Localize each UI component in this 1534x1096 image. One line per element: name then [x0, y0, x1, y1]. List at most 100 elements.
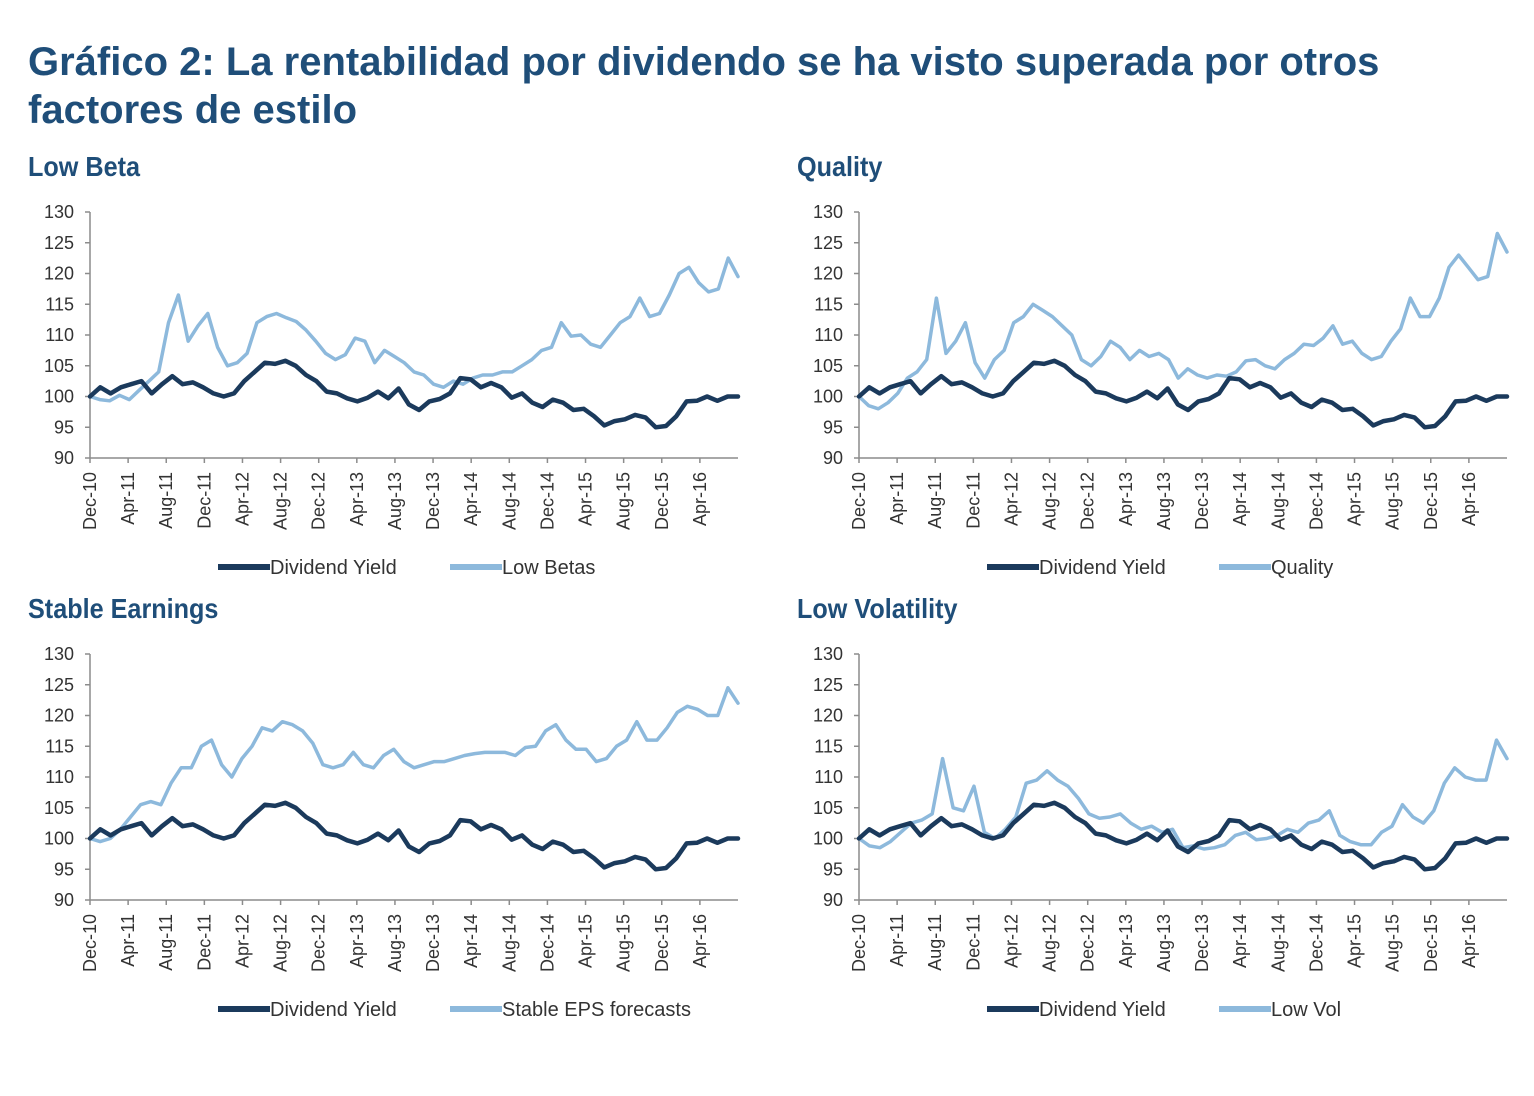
x-tick-label: Apr-12 — [232, 472, 252, 526]
series-line-dividend-yield — [87, 800, 741, 872]
x-tick-label: Aug-13 — [1154, 472, 1174, 530]
x-tick-label: Apr-13 — [1116, 914, 1136, 968]
y-tick-label: 125 — [44, 233, 74, 253]
x-tick-label: Dec-12 — [309, 472, 329, 530]
x-tick-label: Dec-13 — [1192, 472, 1212, 530]
legend-label: Dividend Yield — [270, 557, 397, 579]
x-tick-label: Apr-15 — [1345, 914, 1365, 968]
y-tick-label: 90 — [823, 448, 843, 468]
x-tick-label: Dec-12 — [1078, 472, 1098, 530]
x-tick-label: Aug-15 — [614, 472, 634, 530]
x-tick-label: Aug-15 — [1383, 472, 1403, 530]
x-tick-label: Apr-12 — [1001, 472, 1021, 526]
x-tick-label: Apr-15 — [576, 472, 596, 526]
y-tick-label: 130 — [44, 644, 74, 664]
x-tick-label: Aug-14 — [499, 914, 519, 972]
y-tick-label: 90 — [54, 890, 74, 910]
y-tick-label: 105 — [813, 798, 843, 818]
x-tick-label: Dec-12 — [309, 914, 329, 972]
x-tick-label: Dec-15 — [652, 472, 672, 530]
x-tick-label: Aug-13 — [1154, 914, 1174, 972]
series-line-factor — [857, 738, 1509, 851]
x-tick-label: Dec-14 — [537, 472, 557, 530]
chart-svg: 90 95 100 105 110 115 120 125 130 Dec-10 Apr-11 Aug… — [813, 202, 1510, 579]
chart-svg: 90 95 100 105 110 115 120 125 130 Dec-10 Apr-11 Aug… — [44, 644, 741, 1021]
chart-title: Stable Earnings — [28, 593, 219, 624]
y-tick-label: 100 — [44, 829, 74, 849]
x-tick-label: Dec-15 — [652, 914, 672, 972]
x-tick-label: Dec-10 — [849, 914, 869, 972]
x-tick-label: Dec-10 — [80, 472, 100, 530]
x-tick-label: Apr-14 — [461, 472, 481, 526]
x-tick-label: Apr-16 — [1459, 914, 1479, 968]
x-tick-label: Aug-13 — [385, 914, 405, 972]
x-tick-label: Apr-12 — [1001, 914, 1021, 968]
y-tick-label: 105 — [44, 798, 74, 818]
y-tick-label: 90 — [823, 890, 843, 910]
x-tick-label: Apr-13 — [347, 914, 367, 968]
x-tick-label: Dec-14 — [1306, 472, 1326, 530]
x-tick-label: Aug-15 — [1383, 914, 1403, 972]
y-tick-label: 125 — [44, 675, 74, 695]
x-tick-label: Aug-11 — [925, 914, 945, 971]
x-tick-label: Dec-15 — [1421, 914, 1441, 972]
y-tick-label: 115 — [45, 736, 74, 756]
legend-label: Low Vol — [1271, 999, 1341, 1021]
x-tick-label: Apr-16 — [690, 914, 710, 968]
x-tick-label: Aug-13 — [385, 472, 405, 530]
x-tick-label: Aug-12 — [271, 914, 291, 972]
x-tick-label: Dec-12 — [1078, 914, 1098, 972]
x-tick-label: Aug-11 — [925, 472, 945, 529]
y-tick-label: 90 — [54, 448, 74, 468]
legend-label: Stable EPS forecasts — [502, 999, 691, 1021]
chart-panel-low-beta: Low Beta 90 95 100 105 110 115 120 125 130 Dec-10… — [28, 150, 788, 600]
x-tick-label: Apr-14 — [461, 914, 481, 968]
y-tick-label: 95 — [823, 417, 843, 437]
x-tick-label: Apr-16 — [690, 472, 710, 526]
series-line-factor — [88, 256, 740, 403]
legend-label: Dividend Yield — [1039, 557, 1166, 579]
x-tick-label: Dec-13 — [1192, 914, 1212, 972]
x-tick-label: Aug-12 — [271, 472, 291, 530]
y-tick-label: 115 — [45, 294, 74, 314]
y-tick-label: 95 — [54, 417, 74, 437]
y-tick-label: 130 — [813, 202, 843, 222]
chart-panel-low-volatility: Low Volatility 90 95 100 105 110 115 120 125 130… — [797, 592, 1534, 1042]
x-tick-label: Aug-15 — [614, 914, 634, 972]
main-title: Gráfico 2: La rentabilidad por dividendo… — [28, 40, 1380, 132]
y-tick-label: 125 — [813, 675, 843, 695]
x-tick-label: Dec-13 — [423, 914, 443, 972]
chart-panel-quality: Quality 90 95 100 105 110 115 120 125 130 Dec-10 A… — [797, 150, 1534, 600]
x-tick-label: Aug-14 — [499, 472, 519, 530]
y-tick-label: 105 — [44, 356, 74, 376]
y-tick-label: 120 — [813, 264, 843, 284]
x-tick-label: Apr-15 — [1345, 472, 1365, 526]
x-tick-label: Apr-14 — [1230, 472, 1250, 526]
x-tick-label: Aug-12 — [1040, 914, 1060, 972]
chart-title: Quality — [797, 151, 883, 182]
y-tick-label: 100 — [813, 829, 843, 849]
x-tick-label: Apr-16 — [1459, 472, 1479, 526]
x-tick-label: Dec-11 — [194, 472, 214, 529]
chart-title: Low Volatility — [797, 593, 958, 624]
y-tick-label: 110 — [45, 325, 74, 345]
series-line-dividend-yield — [87, 358, 741, 430]
x-tick-label: Dec-13 — [423, 472, 443, 530]
x-tick-label: Dec-11 — [194, 914, 214, 971]
x-tick-label: Apr-11 — [887, 472, 907, 525]
x-tick-label: Dec-11 — [963, 472, 983, 529]
x-tick-label: Apr-11 — [118, 472, 138, 525]
y-tick-label: 95 — [54, 859, 74, 879]
x-tick-label: Apr-13 — [1116, 472, 1136, 526]
chart-svg: 90 95 100 105 110 115 120 125 130 Dec-10 Apr-11 Aug… — [813, 644, 1510, 1021]
legend-label: Dividend Yield — [1039, 999, 1166, 1021]
x-tick-label: Aug-11 — [156, 914, 176, 971]
x-tick-label: Aug-11 — [156, 472, 176, 529]
series-line-dividend-yield — [856, 358, 1510, 430]
x-tick-label: Apr-11 — [887, 914, 907, 967]
legend-label: Dividend Yield — [270, 999, 397, 1021]
series-line-factor — [857, 231, 1509, 411]
y-tick-label: 110 — [814, 325, 843, 345]
x-tick-label: Apr-14 — [1230, 914, 1250, 968]
y-tick-label: 125 — [813, 233, 843, 253]
